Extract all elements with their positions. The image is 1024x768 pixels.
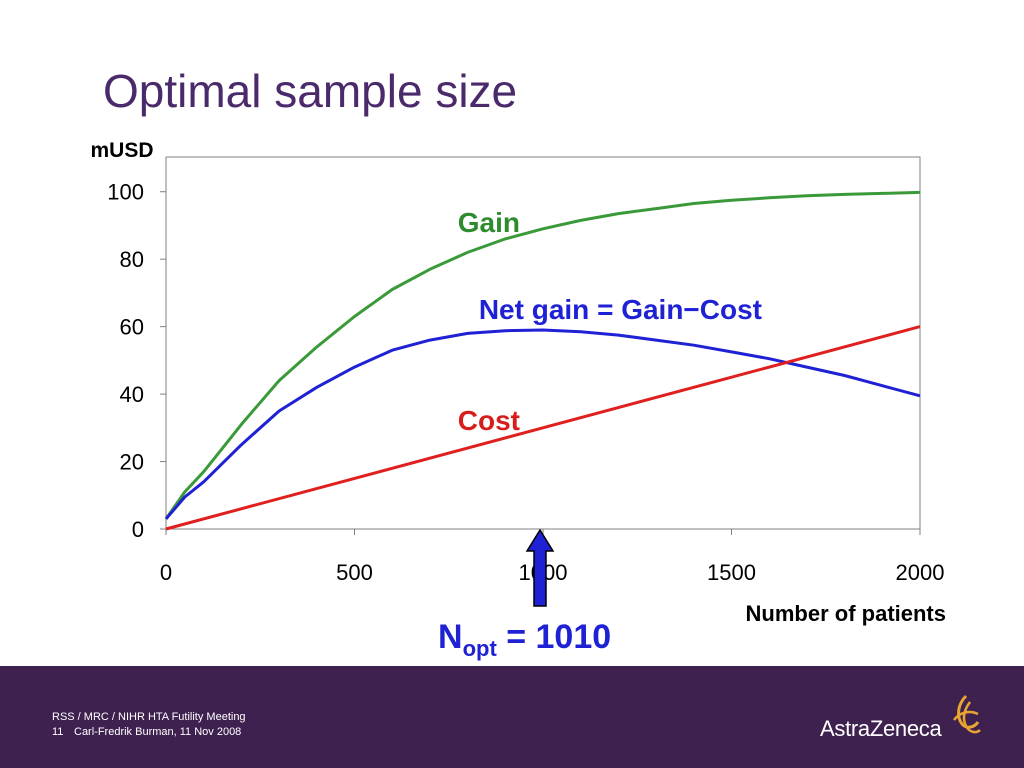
optimum-arrow xyxy=(525,528,555,607)
x-tick-label: 1500 xyxy=(707,560,756,585)
series-lines xyxy=(164,190,921,531)
logo-mark-icon xyxy=(953,694,981,734)
plot-area xyxy=(165,156,921,530)
optimum-label: Nopt = 1010 xyxy=(438,618,611,661)
y-tick-label: 80 xyxy=(120,247,144,272)
legend-net-gain: Net gain = Gain−Cost xyxy=(479,294,762,325)
footer-text: RSS / MRC / NIHR HTA Futility Meeting 11… xyxy=(52,710,246,740)
astrazeneca-logo: AstraZeneca xyxy=(820,694,990,744)
y-tick-label: 60 xyxy=(120,315,144,340)
logo-text: AstraZeneca xyxy=(820,716,942,741)
series-line-net xyxy=(164,328,921,520)
y-tick-label: 0 xyxy=(132,517,144,542)
y-axis: 0 20 40 60 80 100 xyxy=(107,180,166,542)
legend-cost: Cost xyxy=(458,405,520,436)
x-tick-label: 500 xyxy=(336,560,373,585)
y-tick-label: 20 xyxy=(120,450,144,475)
optimum-label-sub: opt xyxy=(463,636,498,661)
x-tick-label: 2000 xyxy=(896,560,945,585)
footer-line2: 11 Carl-Fredrik Burman, 11 Nov 2008 xyxy=(52,725,246,740)
x-axis-label: Number of patients xyxy=(746,601,946,626)
optimum-arrow-shape xyxy=(525,528,555,607)
series-line-gain xyxy=(164,190,921,520)
slide-title: Optimal sample size xyxy=(103,65,518,117)
page-number: 11 xyxy=(52,726,64,738)
x-axis: 0500100015002000 xyxy=(160,529,945,585)
legend-gain: Gain xyxy=(458,207,520,238)
footer-meeting: RSS / MRC / NIHR HTA Futility Meeting xyxy=(52,711,246,723)
y-axis-label: mUSD xyxy=(90,139,153,162)
footer-author-date: Carl-Fredrik Burman, 11 Nov 2008 xyxy=(74,726,242,738)
x-tick-label: 0 xyxy=(160,560,172,585)
y-tick-label: 40 xyxy=(120,382,144,407)
series-line-cost xyxy=(165,325,921,531)
footer: RSS / MRC / NIHR HTA Futility Meeting 11… xyxy=(0,666,1024,768)
optimum-label-main: N xyxy=(438,618,463,656)
optimum-label-value: = 1010 xyxy=(497,618,611,656)
y-tick-label: 100 xyxy=(107,180,144,205)
